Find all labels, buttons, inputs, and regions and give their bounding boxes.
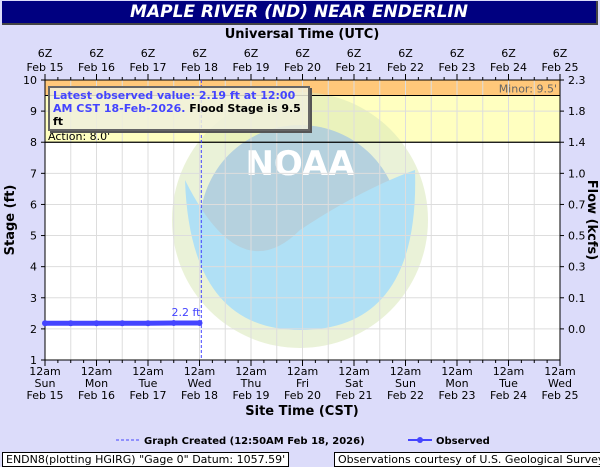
top-axis-title: Universal Time (UTC): [225, 27, 380, 42]
bottom-tick-label: Feb 22: [387, 389, 424, 402]
y-tick-label: 6: [30, 198, 37, 211]
top-tick-label: Feb 24: [490, 61, 527, 74]
observed-end-label: 2.2 ft: [172, 306, 202, 319]
y2-tick-label: 0.1: [568, 292, 586, 305]
y-tick-label: 2: [30, 323, 37, 336]
top-tick-label: Feb 16: [78, 61, 115, 74]
observed-point: [145, 320, 151, 326]
y2-tick-label: 1.0: [568, 167, 586, 180]
top-tick-label: 6Z: [553, 47, 568, 60]
top-tick-label: Feb 20: [284, 61, 321, 74]
observed-point: [119, 320, 125, 326]
y2-tick-label: 0.7: [568, 198, 586, 211]
top-tick-label: Feb 19: [233, 61, 270, 74]
y-tick-label: 7: [30, 167, 37, 180]
y2-tick-label: 0.3: [568, 261, 586, 274]
x-axis-title: Site Time (CST): [245, 404, 358, 419]
bottom-tick-label: Feb 15: [27, 389, 64, 402]
observed-point: [42, 320, 48, 326]
top-tick-label: 6Z: [347, 47, 362, 60]
bottom-tick-label: Feb 18: [181, 389, 218, 402]
y2-tick-label: 1.4: [568, 136, 586, 149]
observed-point: [68, 320, 74, 326]
action-label: Action: 8.0': [48, 130, 110, 143]
y-axis-title: Stage (ft): [3, 185, 18, 256]
y2-tick-label: 0.5: [568, 230, 586, 243]
bottom-tick-label: Feb 24: [490, 389, 527, 402]
top-tick-label: Feb 15: [27, 61, 64, 74]
y-tick-label: 9: [30, 105, 37, 118]
top-tick-label: 6Z: [398, 47, 413, 60]
top-tick-label: Feb 18: [181, 61, 218, 74]
top-tick-label: 6Z: [89, 47, 104, 60]
top-tick-label: Feb 17: [130, 61, 167, 74]
y2-tick-label: 0.0: [568, 323, 586, 336]
bottom-tick-label: Feb 20: [284, 389, 321, 402]
bottom-tick-label: Feb 25: [542, 389, 579, 402]
y-tick-label: 3: [30, 292, 37, 305]
bottom-tick-label: Feb 19: [233, 389, 270, 402]
bottom-tick-label: Feb 21: [336, 389, 373, 402]
top-tick-label: Feb 23: [439, 61, 476, 74]
minor-label: Minor: 9.5': [499, 83, 557, 96]
top-tick-label: Feb 25: [542, 61, 579, 74]
y2-axis-title: Flow (kcfs): [584, 180, 599, 260]
y-tick-label: 10: [23, 74, 37, 87]
bottom-tick-label: Feb 23: [439, 389, 476, 402]
top-tick-label: 6Z: [244, 47, 259, 60]
top-tick-label: 6Z: [295, 47, 310, 60]
y2-tick-label: 2.3: [568, 74, 586, 87]
y2-tick-label: 1.8: [568, 105, 586, 118]
latest-value-box: Latest observed value: 2.19 ft at 12:00 …: [48, 86, 310, 131]
bottom-tick-label: Feb 17: [130, 389, 167, 402]
top-tick-label: Feb 22: [387, 61, 424, 74]
observed-point: [94, 320, 100, 326]
y-tick-label: 5: [30, 230, 37, 243]
legend-observed-marker: [417, 437, 423, 443]
y-tick-label: 4: [30, 261, 37, 274]
top-tick-label: 6Z: [141, 47, 156, 60]
top-tick-label: 6Z: [501, 47, 516, 60]
top-tick-label: 6Z: [192, 47, 207, 60]
top-tick-label: 6Z: [450, 47, 465, 60]
y-tick-label: 8: [30, 136, 37, 149]
legend-graph-created: Graph Created (12:50AM Feb 18, 2026): [144, 436, 365, 447]
observed-point: [197, 320, 203, 326]
top-tick-label: 6Z: [38, 47, 53, 60]
observed-point: [171, 320, 177, 326]
noaa-watermark-text: NOAA: [245, 144, 355, 184]
top-tick-label: Feb 21: [336, 61, 373, 74]
legend-observed: Observed: [436, 436, 490, 447]
bottom-tick-label: Feb 16: [78, 389, 115, 402]
